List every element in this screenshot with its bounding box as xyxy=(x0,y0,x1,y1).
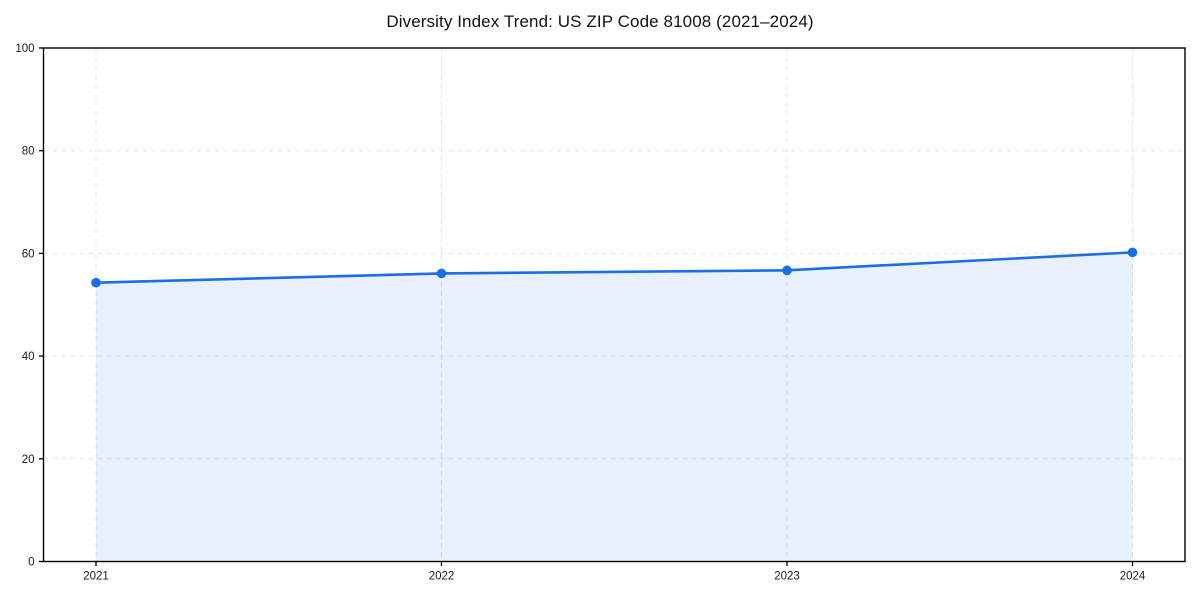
data-point-2021 xyxy=(91,277,101,288)
chart-title: Diversity Index Trend: US ZIP Code 81008… xyxy=(386,12,814,31)
x-tick-label: 2023 xyxy=(774,571,800,583)
area-fill xyxy=(96,252,1133,562)
gridlines xyxy=(43,48,1185,562)
x-axis: 2021 2022 2023 2024 xyxy=(83,561,1146,583)
plot-frame xyxy=(42,47,1186,563)
data-points xyxy=(91,247,1138,288)
y-tick-label: 40 xyxy=(22,351,35,363)
data-point-2024 xyxy=(1127,247,1138,258)
trend-line xyxy=(94,251,1134,284)
x-tick-label: 2022 xyxy=(429,571,455,583)
x-tick-label: 2021 xyxy=(83,571,109,583)
y-tick-label: 60 xyxy=(22,248,35,260)
y-axis: 0 20 40 60 80 100 xyxy=(15,43,44,569)
data-point-2023 xyxy=(782,265,792,276)
y-tick-label: 100 xyxy=(15,43,34,55)
x-tick-label: 2024 xyxy=(1120,571,1146,583)
y-tick-label: 20 xyxy=(22,454,35,466)
data-point-2022 xyxy=(436,268,447,279)
y-tick-label: 80 xyxy=(22,146,35,158)
y-tick-label: 0 xyxy=(28,557,34,569)
